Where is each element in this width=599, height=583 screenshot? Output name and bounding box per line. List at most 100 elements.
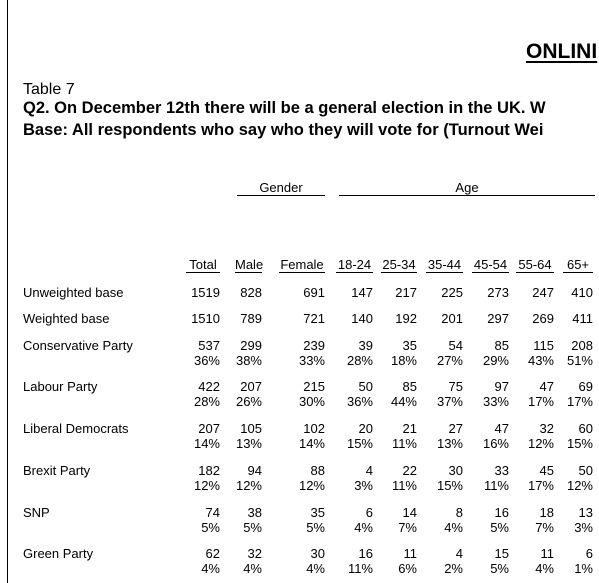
column-header-female: Female bbox=[280, 257, 324, 272]
percent-cell: 15% bbox=[436, 478, 463, 493]
percent-cell: 3% bbox=[574, 520, 593, 535]
percent-cell: 16% bbox=[482, 436, 509, 451]
percent-cell: 27% bbox=[436, 353, 463, 368]
count-cell: 69 bbox=[578, 379, 593, 394]
count-cell: 297 bbox=[487, 311, 509, 326]
count-cell: 1510 bbox=[191, 311, 220, 326]
percent-cell: 33% bbox=[482, 394, 509, 409]
column-header-18-24: 18-24 bbox=[337, 257, 372, 272]
count-cell: 16 bbox=[494, 505, 509, 520]
column-header-underline bbox=[516, 272, 554, 273]
group-underline-gender bbox=[237, 195, 325, 196]
count-cell: 54 bbox=[448, 338, 463, 353]
count-cell: 105 bbox=[240, 421, 262, 436]
count-cell: 50 bbox=[578, 463, 593, 478]
percent-cell: 5% bbox=[490, 520, 509, 535]
percent-cell: 51% bbox=[566, 353, 593, 368]
column-header-underline bbox=[279, 272, 325, 273]
percent-cell: 36% bbox=[346, 394, 373, 409]
percent-cell: 44% bbox=[390, 394, 417, 409]
count-cell: 39 bbox=[358, 338, 373, 353]
row-label-conservative-party: Conservative Party bbox=[23, 338, 133, 353]
percent-cell: 4% bbox=[354, 520, 373, 535]
percent-cell: 14% bbox=[298, 436, 325, 451]
count-cell: 62 bbox=[205, 546, 220, 561]
count-cell: 13 bbox=[578, 505, 593, 520]
percent-cell: 5% bbox=[306, 520, 325, 535]
percent-cell: 13% bbox=[436, 436, 463, 451]
column-header-55-64: 55-64 bbox=[518, 257, 552, 272]
count-cell: 32 bbox=[539, 421, 554, 436]
row-label-snp: SNP bbox=[23, 505, 50, 520]
count-cell: 215 bbox=[303, 379, 325, 394]
percent-cell: 11% bbox=[391, 436, 417, 451]
count-cell: 721 bbox=[303, 311, 325, 326]
row-label-unweighted-base: Unweighted base bbox=[23, 285, 124, 300]
count-cell: 38 bbox=[247, 505, 262, 520]
count-cell: 6 bbox=[365, 505, 373, 520]
percent-cell: 7% bbox=[398, 520, 417, 535]
percent-cell: 37% bbox=[436, 394, 463, 409]
percent-cell: 15% bbox=[346, 436, 373, 451]
column-header-total: Total bbox=[189, 257, 217, 272]
percent-cell: 26% bbox=[235, 394, 262, 409]
count-cell: 8 bbox=[455, 505, 463, 520]
count-cell: 30 bbox=[310, 546, 325, 561]
count-cell: 247 bbox=[532, 285, 554, 300]
count-cell: 410 bbox=[571, 285, 593, 300]
group-label-age: Age bbox=[455, 180, 479, 195]
percent-cell: 2% bbox=[444, 561, 463, 576]
count-cell: 828 bbox=[240, 285, 262, 300]
count-cell: 35 bbox=[402, 338, 417, 353]
percent-cell: 17% bbox=[527, 478, 554, 493]
percent-cell: 12% bbox=[298, 478, 325, 493]
count-cell: 14 bbox=[402, 505, 417, 520]
column-header-underline bbox=[563, 272, 593, 273]
count-cell: 537 bbox=[198, 338, 220, 353]
count-cell: 94 bbox=[247, 463, 262, 478]
column-header-underline bbox=[381, 272, 417, 273]
table-number: Table 7 bbox=[23, 81, 75, 98]
count-cell: 239 bbox=[303, 338, 325, 353]
percent-cell: 4% bbox=[306, 561, 325, 576]
count-cell: 30 bbox=[448, 463, 463, 478]
count-cell: 85 bbox=[402, 379, 417, 394]
percent-cell: 33% bbox=[298, 353, 325, 368]
count-cell: 269 bbox=[532, 311, 554, 326]
count-cell: 97 bbox=[494, 379, 509, 394]
percent-cell: 12% bbox=[566, 478, 593, 493]
percent-cell: 4% bbox=[535, 561, 554, 576]
percent-cell: 4% bbox=[243, 561, 262, 576]
percent-cell: 15% bbox=[566, 436, 593, 451]
count-cell: 411 bbox=[572, 311, 593, 326]
count-cell: 182 bbox=[198, 463, 220, 478]
percent-cell: 7% bbox=[535, 520, 554, 535]
percent-cell: 17% bbox=[566, 394, 593, 409]
percent-cell: 3% bbox=[354, 478, 373, 493]
percent-cell: 5% bbox=[243, 520, 262, 535]
count-cell: 16 bbox=[358, 546, 373, 561]
count-cell: 4 bbox=[365, 463, 373, 478]
column-header-underline bbox=[336, 272, 373, 273]
count-cell: 225 bbox=[441, 285, 463, 300]
count-cell: 27 bbox=[448, 421, 463, 436]
count-cell: 273 bbox=[487, 285, 509, 300]
count-cell: 85 bbox=[494, 338, 509, 353]
count-cell: 47 bbox=[539, 379, 554, 394]
count-cell: 6 bbox=[585, 546, 593, 561]
count-cell: 60 bbox=[578, 421, 593, 436]
count-cell: 207 bbox=[240, 379, 262, 394]
percent-cell: 12% bbox=[193, 478, 220, 493]
percent-cell: 29% bbox=[482, 353, 509, 368]
percent-cell: 38% bbox=[235, 353, 262, 368]
count-cell: 50 bbox=[358, 379, 373, 394]
percent-cell: 12% bbox=[527, 436, 554, 451]
count-cell: 11 bbox=[540, 546, 555, 561]
count-cell: 422 bbox=[198, 379, 220, 394]
page-left-border bbox=[7, 0, 8, 583]
count-cell: 15 bbox=[494, 546, 509, 561]
count-cell: 11 bbox=[403, 546, 418, 561]
percent-cell: 36% bbox=[193, 353, 220, 368]
row-label-liberal-democrats: Liberal Democrats bbox=[23, 421, 129, 436]
count-cell: 35 bbox=[310, 505, 325, 520]
